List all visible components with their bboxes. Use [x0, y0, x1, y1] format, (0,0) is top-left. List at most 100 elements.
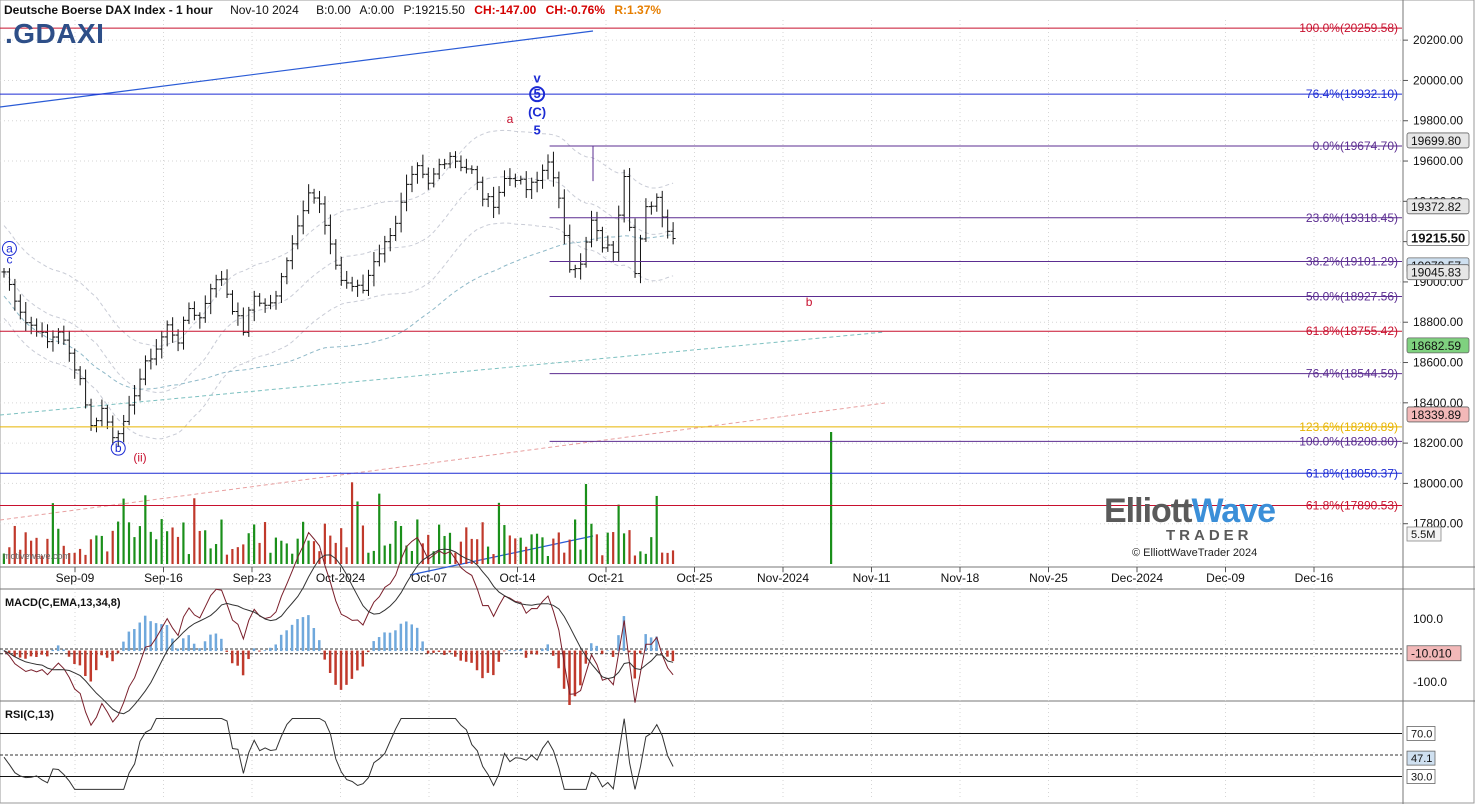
date-tick-label: Oct-14	[499, 571, 535, 585]
red-channel-line	[0, 402, 886, 521]
ohlc-bar	[643, 198, 649, 243]
date-tick-label: Oct-2024	[316, 571, 366, 585]
macd-histogram-bar	[51, 649, 54, 652]
ohlc-bar	[436, 158, 442, 180]
price-tag-box	[1406, 132, 1470, 149]
ohlc-bar	[344, 270, 350, 289]
macd-histogram-bar	[551, 650, 555, 656]
volume-bar	[78, 548, 82, 564]
ohlc-bar	[616, 205, 622, 262]
macd-histogram-bar	[497, 650, 501, 662]
volume-bar	[68, 553, 71, 564]
macd-histogram-bar	[122, 641, 125, 652]
macd-histogram-bar	[187, 635, 190, 652]
ohlc-bar	[229, 290, 235, 315]
rsi-tick-box	[1406, 769, 1436, 784]
volume-bar	[231, 549, 234, 564]
fib-level-label: 100.0%(18208.80)	[1299, 434, 1398, 448]
volume-bar	[176, 536, 180, 564]
ohlc-bar	[327, 214, 333, 255]
macd-histogram-bar	[454, 650, 457, 657]
macd-histogram-bar	[579, 650, 582, 686]
wave-label: (ii)	[133, 451, 146, 465]
elliottwave-logo: ElliottWave TRADER © ElliottWaveTrader 2…	[1104, 492, 1294, 564]
macd-title: MACD(C,EMA,13,34,8)	[5, 597, 121, 609]
macd-histogram-bar	[606, 650, 609, 652]
ohlc-bar	[420, 154, 426, 179]
volume-bar	[432, 551, 435, 564]
macd-histogram-bar	[426, 650, 430, 654]
date-tick-label: Sep-09	[56, 571, 95, 585]
volume-bar	[579, 549, 582, 564]
macd-histogram-bar	[67, 650, 71, 657]
macd-histogram-bar	[40, 650, 44, 655]
ohlc-bar	[599, 226, 605, 253]
macd-histogram-bar	[133, 629, 136, 652]
ohlc-bar	[1, 267, 7, 278]
macd-histogram-bar	[383, 632, 386, 652]
macd-histogram-bar	[62, 649, 65, 652]
volume-bar	[530, 534, 533, 564]
ohlc-bar	[632, 218, 638, 278]
date-tick-label: Nov-18	[941, 571, 980, 585]
macd-histogram-bar	[258, 650, 261, 652]
volume-bar	[389, 543, 392, 564]
macd-histogram-bar	[339, 650, 343, 690]
volume-bar	[367, 552, 370, 564]
ohlc-bar	[137, 368, 143, 401]
chart-header: Deutsche Boerse DAX Index - 1 hour Nov-1…	[4, 3, 675, 17]
volume-bar	[416, 519, 419, 564]
header-bid: B:0.00	[316, 3, 351, 17]
macd-histogram-bar	[535, 650, 539, 655]
volume-bar	[236, 547, 239, 564]
macd-histogram-bar	[176, 648, 180, 652]
macd-histogram-bar	[2, 650, 5, 652]
macd-histogram-bar	[622, 616, 626, 652]
volume-bar	[470, 538, 473, 564]
macd-histogram-bar	[214, 633, 218, 652]
price-tick-label: 18600.00	[1413, 356, 1463, 370]
date-tick-label: Sep-16	[144, 571, 183, 585]
ohlc-bar	[175, 329, 181, 352]
macd-histogram-bar	[149, 621, 152, 652]
macd-histogram-bar	[138, 622, 141, 652]
macd-histogram-bar	[568, 650, 571, 706]
macd-histogram-bar	[89, 650, 93, 682]
macd-histogram-bar	[94, 650, 98, 671]
ohlc-bar	[142, 355, 148, 386]
ohlc-bar	[66, 330, 72, 362]
ohlc-bar	[529, 177, 535, 199]
volume-bar	[633, 555, 637, 564]
volume-bar	[220, 519, 223, 564]
ohlc-bar	[480, 176, 486, 207]
macd-histogram-bar	[13, 650, 16, 657]
volume-bar	[106, 551, 109, 564]
header-ask: A:0.00	[359, 3, 395, 17]
macd-histogram-bar	[481, 650, 484, 679]
price-tick-label: 19800.00	[1413, 114, 1463, 128]
volume-bar	[302, 521, 305, 564]
macd-histogram-bar	[182, 638, 185, 652]
macd-histogram-bar	[241, 650, 245, 676]
ohlc-bar	[512, 173, 518, 188]
volume-bar	[187, 554, 190, 564]
volume-bar	[655, 495, 658, 564]
volume-bar	[95, 535, 98, 564]
volume-bar	[584, 484, 588, 564]
macd-histogram-bar	[421, 641, 424, 652]
ohlc-bar	[257, 293, 263, 307]
macd-histogram-bar	[312, 628, 316, 652]
volume-bar	[334, 542, 337, 564]
date-tick-label: Dec-16	[1295, 571, 1334, 585]
volume-bar	[497, 502, 501, 564]
ohlc-bar	[567, 224, 573, 273]
volume-bar	[595, 534, 598, 564]
macd-histogram-bar	[660, 650, 664, 652]
macd-signal-line	[3, 548, 674, 715]
lower-trendline	[409, 535, 594, 576]
macd-histogram-bar	[405, 621, 408, 652]
ohlc-bar	[126, 395, 132, 426]
volume-bar	[459, 541, 462, 564]
macd-histogram-bar	[530, 650, 533, 654]
